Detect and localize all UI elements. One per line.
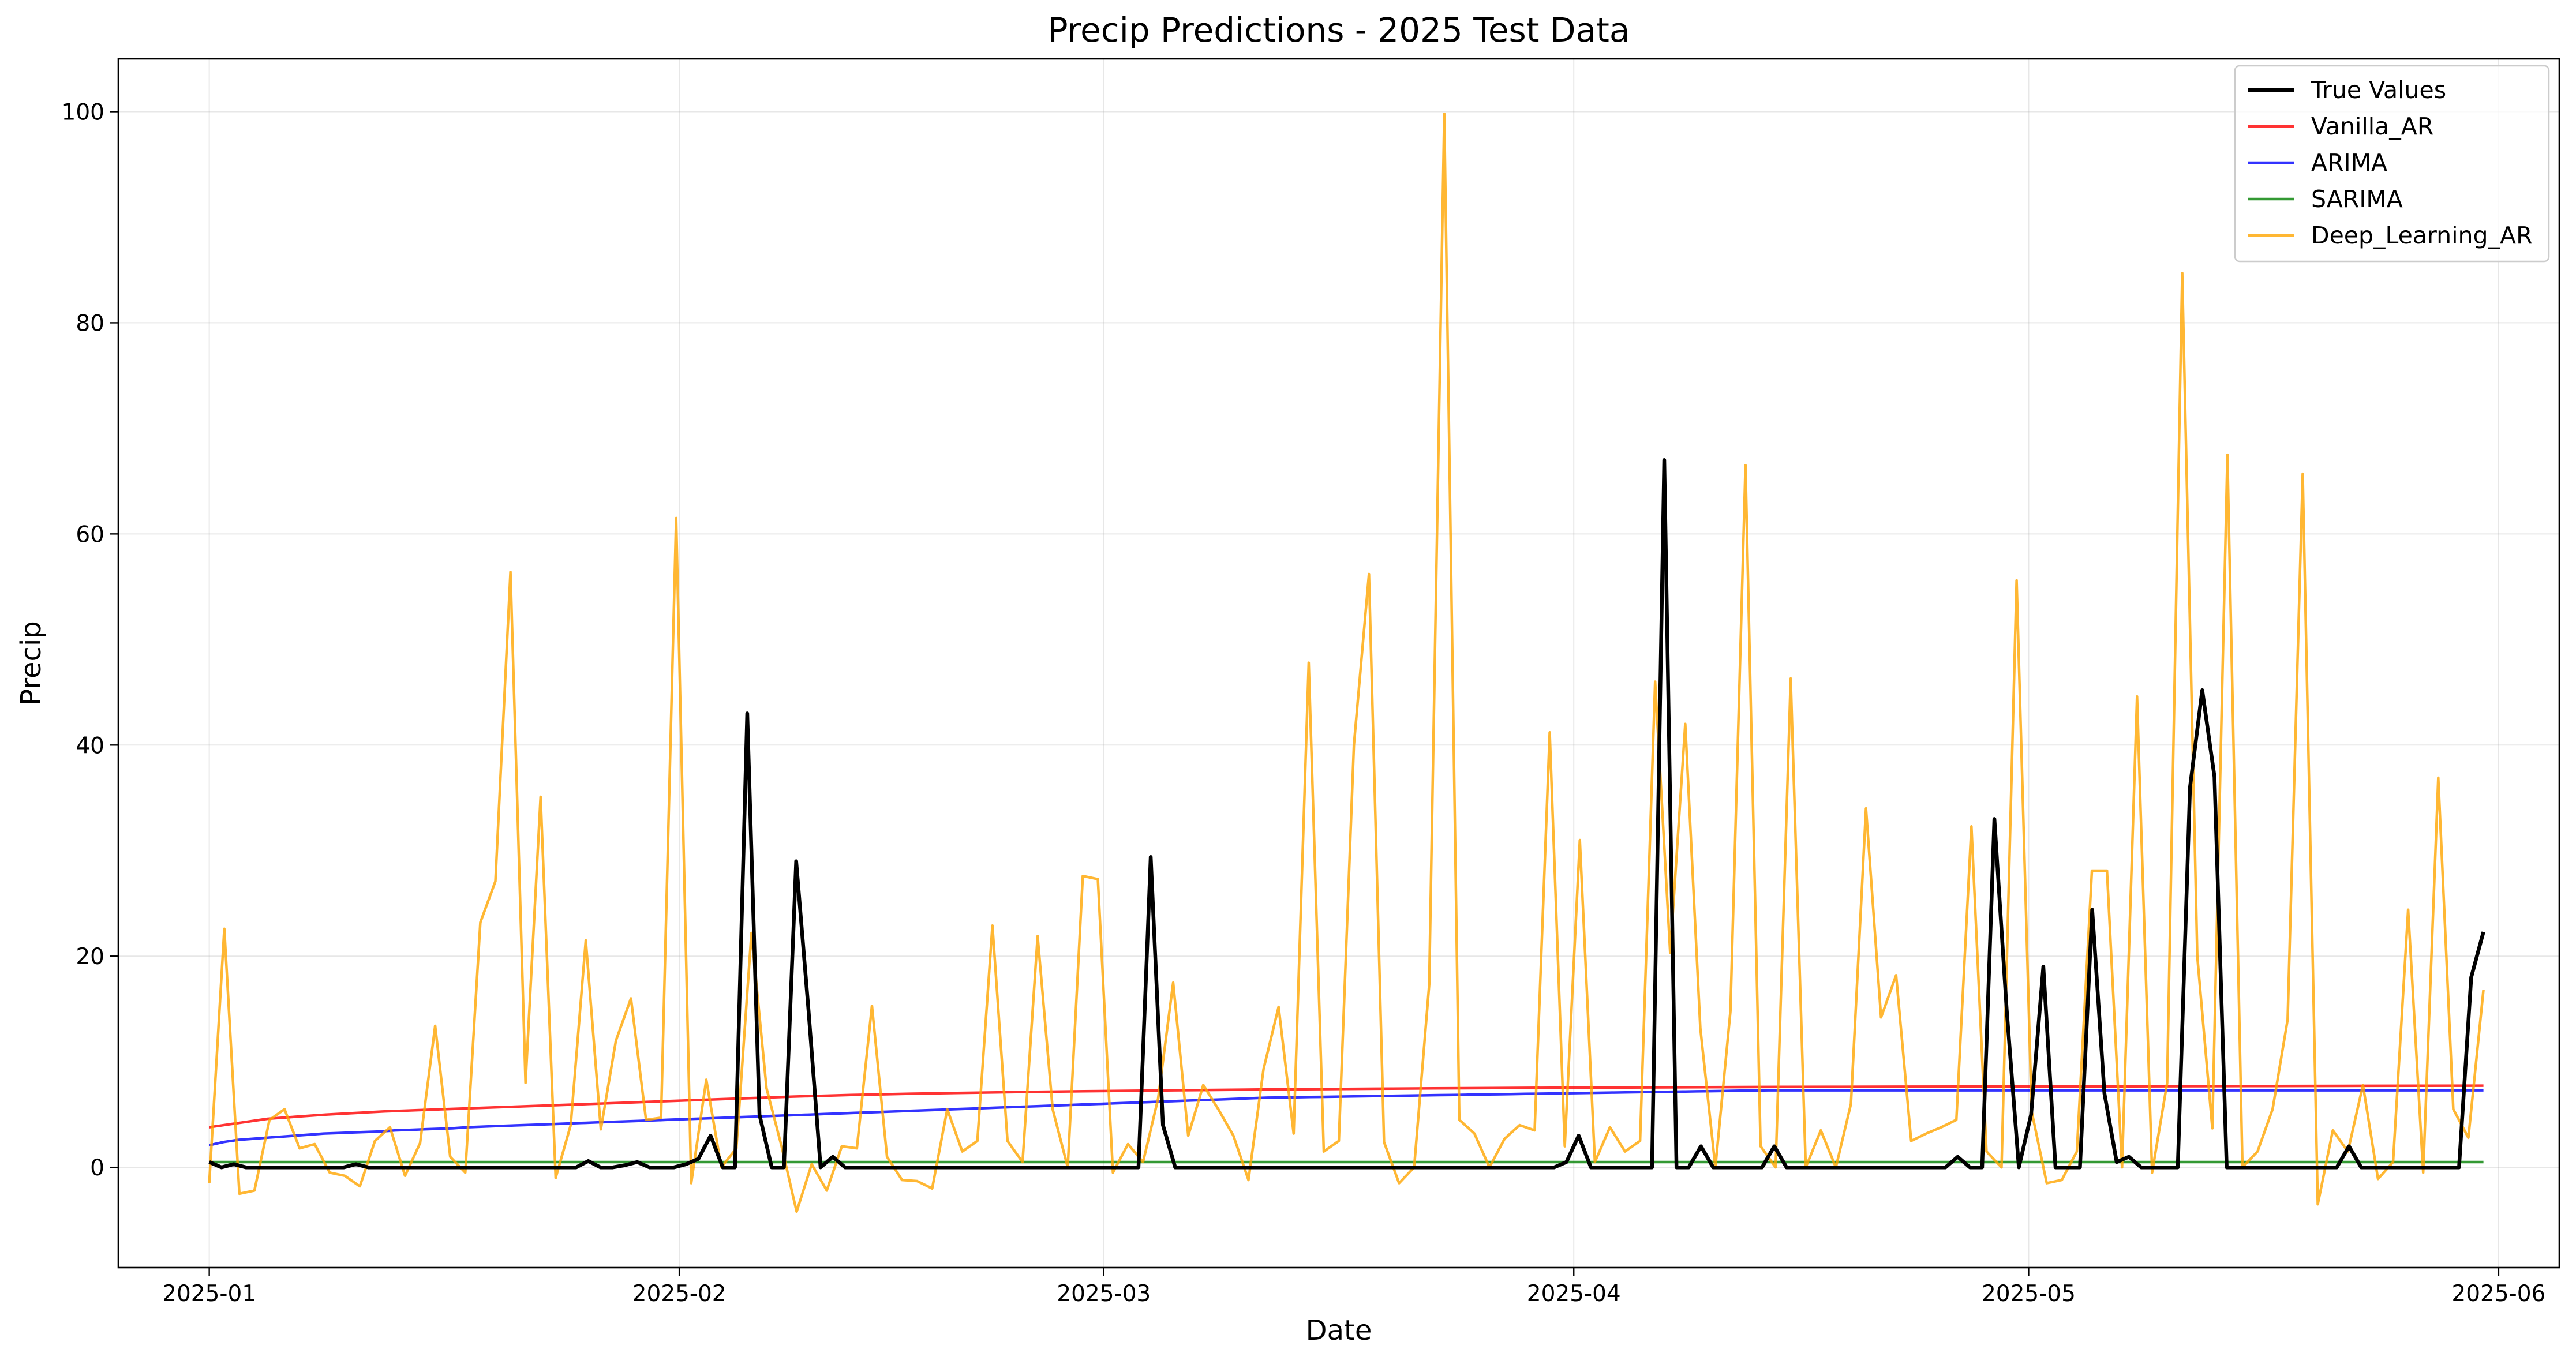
chart-title: Precip Predictions - 2025 Test Data bbox=[1048, 10, 1630, 50]
x-tick-label: 2025-01 bbox=[162, 1281, 256, 1307]
x-tick-label: 2025-03 bbox=[1057, 1281, 1151, 1307]
legend-label-deep-learning-ar: Deep_Learning_AR bbox=[2311, 222, 2533, 249]
legend-label-arima: ARIMA bbox=[2311, 149, 2387, 177]
y-tick-label: 40 bbox=[76, 733, 104, 759]
x-tick-label: 2025-02 bbox=[632, 1281, 727, 1307]
plot-area-frame bbox=[117, 58, 2560, 1269]
x-tick-label: 2025-04 bbox=[1527, 1281, 1621, 1307]
axis-ticks: 0 20 40 60 80 100 2025-01 2025-02 2025-03 2025-04… bbox=[62, 99, 2546, 1307]
y-axis-label: Precip bbox=[15, 621, 47, 706]
series-line-deep-learning-ar bbox=[208, 112, 2485, 1213]
y-tick-label: 80 bbox=[76, 310, 104, 336]
y-tick-label: 20 bbox=[76, 944, 104, 970]
x-tick-label: 2025-05 bbox=[1982, 1281, 2076, 1307]
legend-box bbox=[2234, 65, 2550, 263]
series-line-true-values bbox=[208, 458, 2485, 1170]
x-tick-label: 2025-06 bbox=[2451, 1281, 2545, 1307]
legend: True Values Vanilla_AR ARIMA SARIMA Deep_Lea… bbox=[2234, 65, 2550, 263]
legend-label-true-values: True Values bbox=[2311, 76, 2446, 104]
legend-label-vanilla-ar: Vanilla_AR bbox=[2311, 113, 2433, 140]
y-tick-label: 60 bbox=[76, 522, 104, 548]
x-axis-label: Date bbox=[1306, 1314, 1372, 1347]
y-tick-label: 0 bbox=[90, 1155, 104, 1181]
y-tick-label: 100 bbox=[62, 99, 104, 125]
series-lines bbox=[208, 112, 2485, 1213]
legend-label-sarima: SARIMA bbox=[2311, 185, 2403, 213]
